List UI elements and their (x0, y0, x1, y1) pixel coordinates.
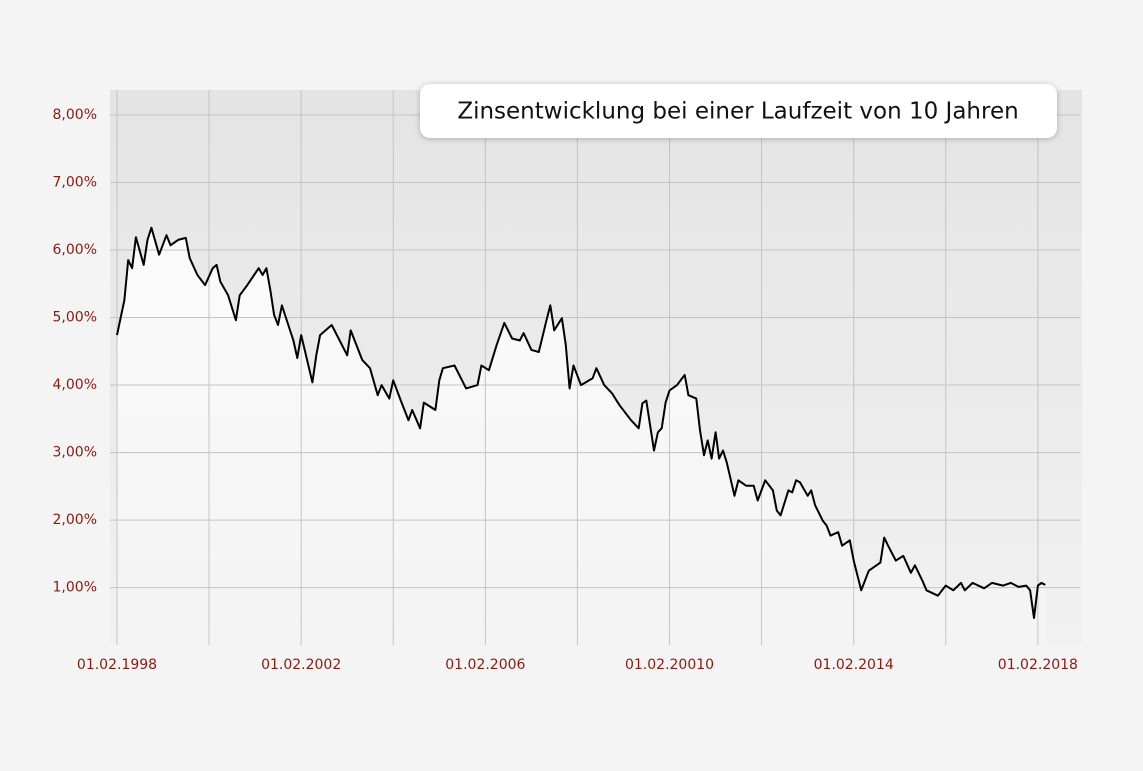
y-tick-label: 1,00% (53, 580, 97, 596)
area-shade (117, 227, 1046, 645)
x-tick-label: 01.02.2014 (814, 657, 894, 673)
plot-layer: 1,00% 2,00% 3,00% 4,00% 5,00% 6,00% 7,00% 8,00%… (53, 90, 1080, 673)
chart-title: Zinsentwicklung bei einer Laufzeit von 1… (457, 99, 1018, 125)
x-tick-label: 01.02.2006 (445, 657, 525, 673)
y-tick-label: 6,00% (53, 242, 97, 258)
title-box (420, 84, 1057, 138)
y-tick-label: 8,00% (53, 107, 97, 123)
y-tick-label: 2,00% (53, 512, 97, 528)
x-tick-label: 01.02.2018 (998, 657, 1078, 673)
y-tick-label: 4,00% (53, 377, 97, 393)
line-series (116, 226, 1046, 619)
x-tick-label: 01.02.20010 (625, 657, 714, 673)
y-tick-label: 3,00% (53, 445, 97, 461)
x-tick-label: 01.02.2002 (261, 657, 341, 673)
y-tick-label: 7,00% (53, 175, 97, 191)
x-tick-label: 01.02.1998 (77, 657, 157, 673)
y-tick-label: 5,00% (53, 310, 97, 326)
